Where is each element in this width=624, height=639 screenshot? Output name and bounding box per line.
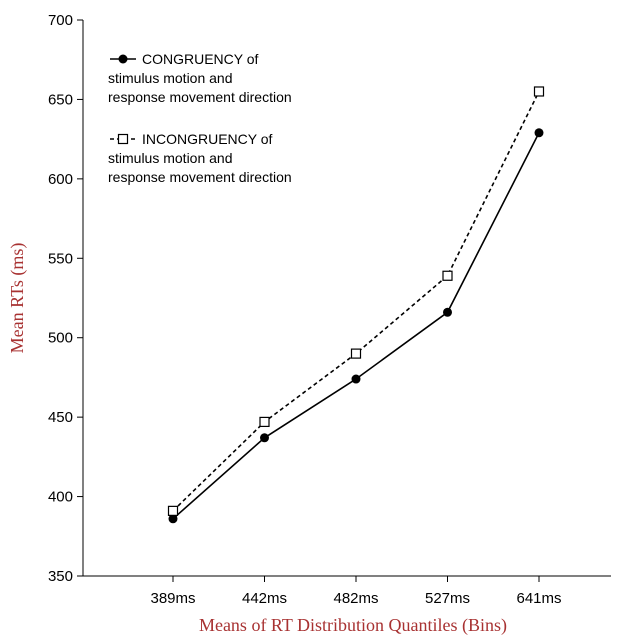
x-tick-label: 442ms [242, 590, 287, 607]
series-line-1 [172, 132, 540, 520]
y-tick-label: 700 [48, 12, 73, 29]
series [167, 86, 545, 524]
y-axis-title: Mean RTs (ms) [7, 243, 28, 354]
legend: CONGRUENCY of stimulus motion and response… [108, 51, 292, 185]
data-point-series-1 [534, 128, 544, 138]
y-tick-label: 550 [48, 250, 73, 267]
x-tick-label: 641ms [516, 590, 561, 607]
data-point-series-1 [443, 307, 452, 317]
data-point-series-2 [350, 348, 362, 359]
legend-label-1: CONGRUENCY of [142, 51, 259, 67]
x-axis-title: Means of RT Distribution Quantiles (Bins… [199, 615, 507, 636]
y-ticks: 350 400 450 500 550 600 650 700 [48, 12, 83, 585]
legend-label-1: stimulus motion and [108, 70, 233, 86]
legend-label-2: stimulus motion and [108, 150, 233, 166]
axes [82, 20, 611, 577]
data-point-series-1 [168, 514, 178, 524]
legend-label-2: response movement direction [108, 169, 292, 185]
x-tick-label: 527ms [425, 590, 470, 607]
data-point-series-2 [533, 86, 545, 97]
data-point-series-2 [259, 416, 270, 428]
x-tick-label: 389ms [150, 590, 195, 607]
legend-marker-2 [117, 133, 129, 145]
legend-marker-1 [118, 54, 128, 64]
data-point-series-1 [351, 374, 361, 384]
data-point-series-2 [167, 505, 179, 516]
data-point-series-2 [442, 270, 453, 281]
legend-label-2: INCONGRUENCY of [142, 131, 273, 147]
y-tick-label: 350 [48, 568, 73, 585]
x-tick-label: 482ms [333, 590, 378, 607]
y-tick-label: 450 [48, 409, 73, 426]
y-tick-label: 650 [48, 91, 73, 108]
y-tick-label: 500 [48, 330, 73, 347]
legend-label-1: response movement direction [108, 89, 292, 105]
y-tick-label: 600 [48, 171, 73, 188]
data-point-series-1 [260, 433, 269, 443]
x-ticks: 389ms 442ms 482ms 527ms 641ms [150, 576, 562, 607]
y-tick-label: 400 [48, 489, 73, 506]
